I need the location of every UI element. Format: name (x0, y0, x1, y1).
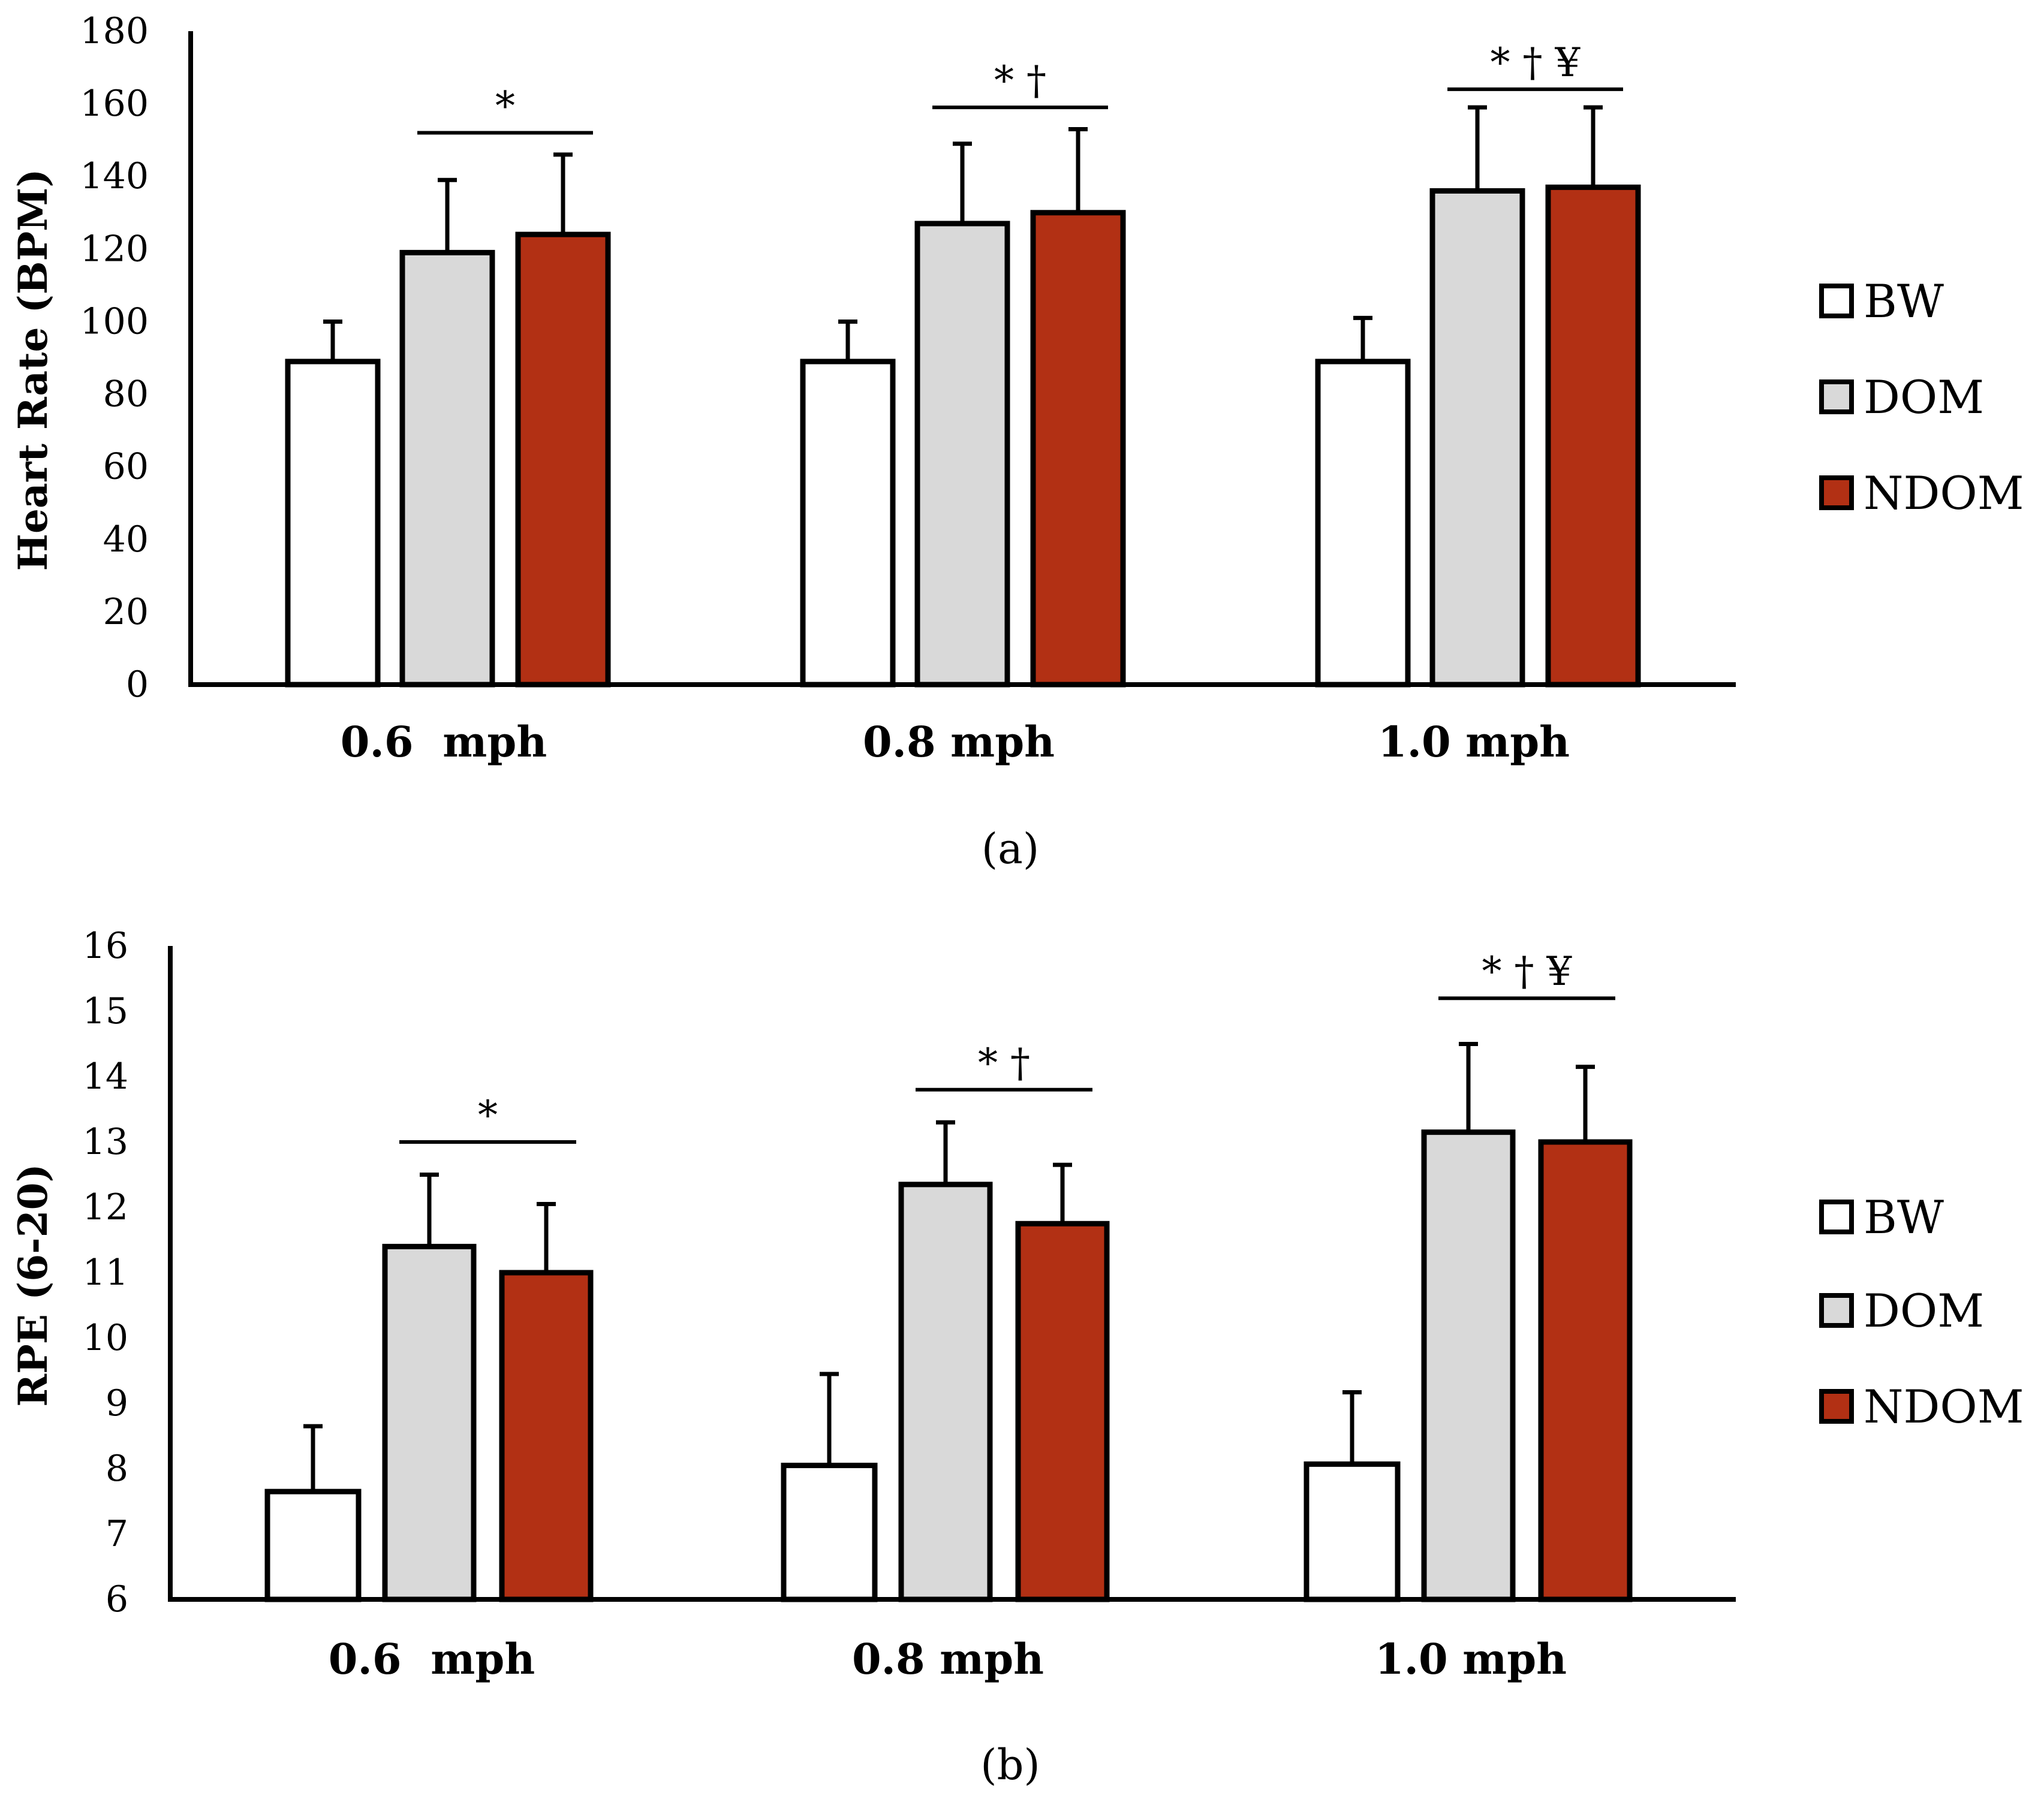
y-axis-title: Heart Rate (BPM) (10, 169, 56, 571)
significance-marker: * † (994, 58, 1046, 104)
bar-ndom-2 (1545, 184, 1641, 688)
legend-swatch-ndom (1819, 475, 1854, 510)
y-tick-label: 0 (126, 664, 149, 706)
bar-ndom-1 (1030, 210, 1126, 688)
y-tick-label: 6 (106, 1578, 128, 1620)
y-tick-label: 160 (80, 83, 149, 125)
y-tick-label: 9 (106, 1382, 128, 1424)
x-category-label: 0.6 mph (329, 1634, 535, 1684)
legend-label-dom: DOM (1864, 370, 1984, 424)
bar-bw-0 (264, 1488, 362, 1602)
y-tick-label: 16 (83, 925, 128, 967)
y-tick-label: 15 (83, 990, 128, 1032)
chart-panel-b: 6 7 8 9 10 11 12 13 14 15 16 RPE (6-20) * * † * † ¥ 0.6… (10, 925, 2024, 1789)
bar-bw-1 (800, 358, 896, 688)
bar-bw-2 (1315, 358, 1411, 688)
bar-dom-2 (1421, 1129, 1516, 1602)
legend-label-ndom: NDOM (1864, 466, 2024, 520)
legend-swatch-bw (1819, 284, 1854, 318)
x-category-label: 0.6 mph (341, 717, 547, 767)
bar-ndom-0 (515, 231, 611, 688)
y-tick-label: 60 (103, 446, 149, 488)
x-category-label: 0.8 mph (863, 717, 1055, 767)
y-tick-label: 140 (80, 155, 149, 197)
bar-bw-0 (285, 358, 381, 688)
y-tick-label: 100 (80, 300, 149, 342)
y-tick-label: 80 (103, 373, 149, 415)
y-tick-label: 11 (83, 1252, 128, 1294)
bar-dom-1 (914, 221, 1010, 688)
y-tick-label: 40 (103, 519, 149, 561)
legend-label-bw: BW (1864, 1191, 1944, 1244)
y-tick-label: 8 (106, 1448, 128, 1490)
legend-label-ndom: NDOM (1864, 1380, 2024, 1433)
panel-label-b: (b) (980, 1740, 1040, 1789)
bar-ndom-2 (1538, 1139, 1633, 1602)
legend-label-dom: DOM (1864, 1284, 1984, 1337)
significance-marker: * † ¥ (1482, 948, 1573, 995)
legend-swatch-bw (1819, 1200, 1854, 1234)
significance-marker: * (495, 83, 515, 129)
bar-ndom-0 (499, 1270, 594, 1602)
chart-panel-a: 0 20 40 60 80 100 120 140 160 180 Heart Rate (BPM)… (10, 10, 2024, 873)
y-tick-label: 14 (83, 1056, 128, 1098)
y-tick-label: 12 (83, 1186, 128, 1228)
significance-marker: * † ¥ (1491, 40, 1581, 86)
bar-dom-2 (1429, 188, 1525, 688)
legend-swatch-dom (1819, 1293, 1854, 1328)
y-tick-label: 20 (103, 591, 149, 633)
panel-label-a: (a) (982, 824, 1039, 873)
bar-bw-2 (1304, 1461, 1401, 1602)
y-tick-label: 7 (106, 1513, 128, 1555)
y-tick-label: 13 (83, 1121, 128, 1163)
x-category-label: 1.0 mph (1378, 717, 1570, 767)
x-category-label: 1.0 mph (1375, 1634, 1567, 1684)
significance-marker: * (478, 1092, 498, 1138)
legend-label-bw: BW (1864, 275, 1944, 328)
bar-bw-1 (781, 1463, 878, 1602)
x-category-label: 0.8 mph (852, 1634, 1044, 1684)
significance-marker: * † (978, 1040, 1030, 1086)
y-tick-label: 10 (83, 1317, 128, 1359)
y-tick-label: 180 (80, 10, 149, 52)
y-tick-label: 120 (80, 228, 149, 270)
legend-swatch-ndom (1819, 1389, 1854, 1424)
bar-dom-0 (382, 1243, 477, 1602)
bar-ndom-1 (1015, 1221, 1110, 1602)
legend-swatch-dom (1819, 379, 1854, 414)
y-axis-title: RPE (6-20) (10, 1164, 56, 1406)
bar-dom-0 (399, 249, 495, 688)
bar-dom-1 (898, 1182, 993, 1602)
